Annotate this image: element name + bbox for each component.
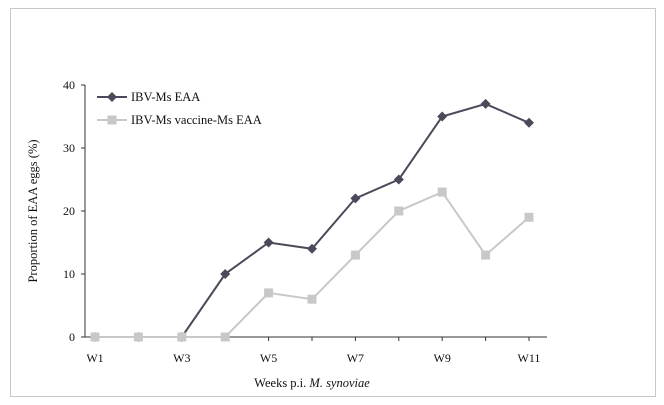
legend-item: IBV-Ms EAA [97,90,200,104]
y-tick-label: 10 [63,267,75,281]
y-tick-label: 30 [63,141,75,155]
data-point [177,332,187,342]
x-axis-title-italic: M. synoviae [308,376,370,390]
y-tick-label: 40 [63,78,75,92]
x-tick-label: W5 [260,351,277,365]
x-tick-label: W3 [173,351,190,365]
x-axis: W1 W3 W5 W7 W9 W11 [85,336,547,365]
series-1 [90,98,534,342]
data-point [524,212,534,222]
chart-frame: 0 10 20 30 40 W1 W3 W5 W7 W9 W11 IBV-Ms EAA IBV-Ms… [10,8,656,397]
y-tick-label: 20 [63,204,75,218]
data-point [264,288,274,298]
data-point [133,332,143,342]
data-point [394,206,404,216]
legend: IBV-Ms EAA IBV-Ms vaccine-Ms EAA [97,90,262,127]
series-2 [90,187,534,342]
x-axis-title-text: Weeks p.i. [254,376,309,390]
legend-label: IBV-Ms vaccine-Ms EAA [131,113,262,127]
data-point [220,269,231,279]
data-point [524,117,534,128]
data-point [480,98,491,109]
data-point [437,187,447,197]
y-axis-title: Proportion of EAA eggs (%) [26,139,40,282]
data-point [90,332,100,342]
x-tick-label: W1 [86,351,103,365]
legend-label: IBV-Ms EAA [131,90,200,104]
data-point [307,294,317,304]
legend-item: IBV-Ms vaccine-Ms EAA [97,113,262,127]
data-point [350,193,361,204]
data-point [437,111,448,122]
x-axis-title: Weeks p.i. M. synoviae [254,376,370,390]
legend-marker [107,115,117,125]
data-point [393,174,404,185]
y-tick-label: 0 [69,330,75,344]
data-point [481,250,491,260]
y-axis: 0 10 20 30 40 [63,78,86,344]
series-layer [90,98,534,342]
x-tick-label: W9 [434,351,451,365]
x-tick-label: W11 [518,351,541,365]
x-tick-label: W7 [347,351,364,365]
data-point [307,243,317,254]
data-point [263,237,274,248]
data-point [220,332,230,342]
data-point [350,250,360,260]
series-line [95,190,530,338]
legend-marker [107,92,117,102]
